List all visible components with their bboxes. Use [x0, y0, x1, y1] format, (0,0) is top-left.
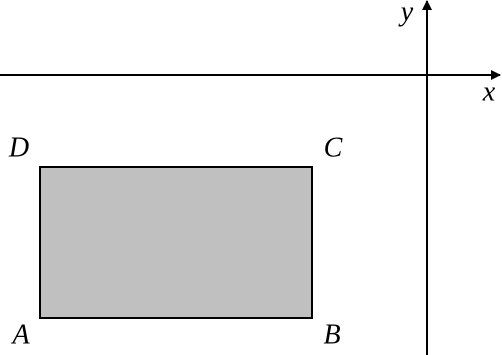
- vertex-label: C: [324, 132, 343, 163]
- vertex-label: D: [8, 132, 29, 163]
- vertex-label: A: [10, 319, 30, 350]
- vertex-label: B: [323, 319, 340, 350]
- rectangle: [39, 166, 313, 319]
- x-axis-label: x: [482, 76, 496, 107]
- y-axis-label: y: [398, 0, 414, 27]
